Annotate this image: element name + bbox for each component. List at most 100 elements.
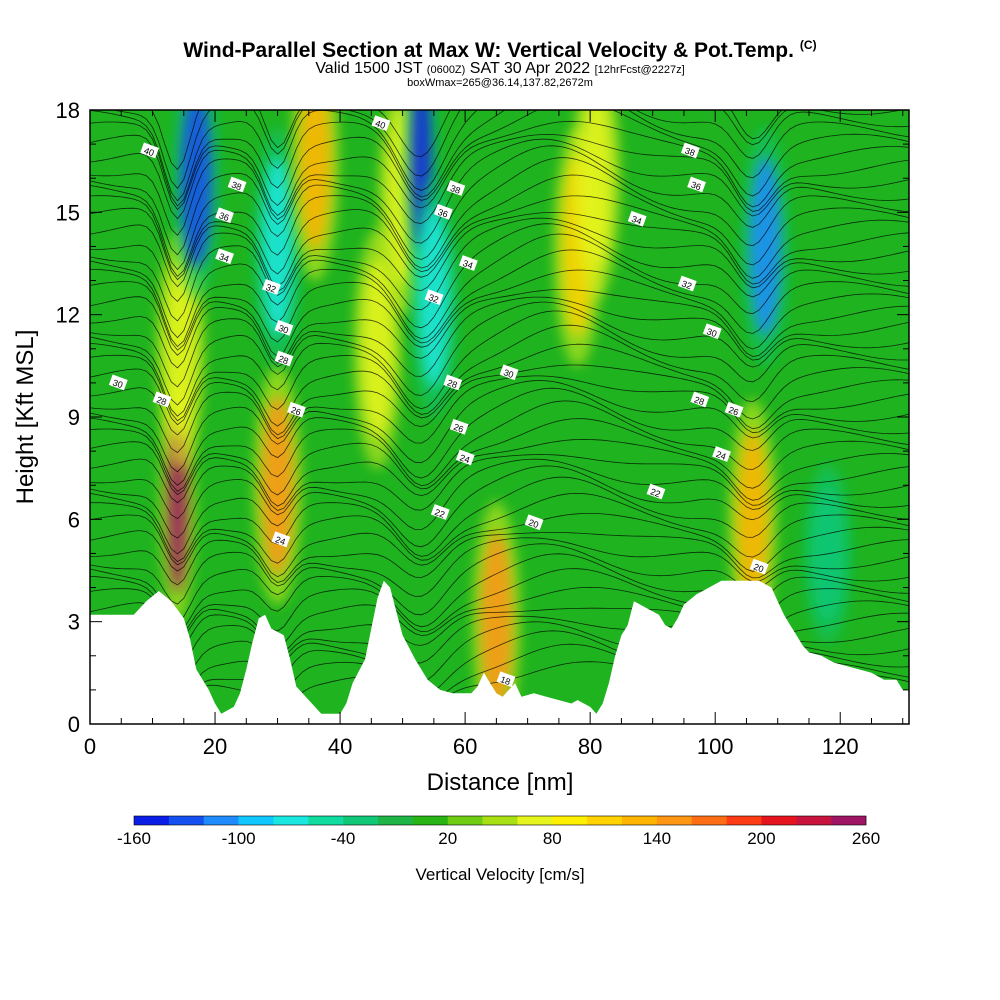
theta-label-text: 18 bbox=[499, 674, 512, 687]
colorbar-tick-label: -160 bbox=[117, 829, 151, 848]
theta-label-box bbox=[215, 207, 234, 224]
y-axis-label: Height [Kft MSL] bbox=[12, 330, 39, 505]
y-tick-label: 3 bbox=[68, 610, 80, 635]
theta-label-text: 38 bbox=[683, 145, 696, 158]
box-info: boxWmax=265@36.14,137.82,2672m bbox=[407, 77, 593, 89]
theta-label-text: 22 bbox=[433, 507, 446, 520]
theta-label: 24 bbox=[712, 446, 731, 462]
theta-label-box bbox=[443, 374, 463, 391]
theta-contour bbox=[90, 454, 909, 520]
theta-contour bbox=[90, 532, 909, 586]
theta-label-box bbox=[677, 275, 697, 292]
terrain bbox=[90, 580, 909, 724]
theta-label-box bbox=[712, 446, 731, 462]
velocity-core bbox=[261, 395, 294, 576]
theta-label-box bbox=[271, 531, 291, 548]
x-tick-label: 0 bbox=[84, 734, 96, 759]
velocity-core bbox=[164, 258, 197, 439]
valid-time: Valid 1500 JST bbox=[315, 60, 423, 77]
theta-label: 30 bbox=[108, 374, 128, 391]
theta-label-text: 32 bbox=[427, 292, 440, 305]
theta-contour bbox=[90, 233, 909, 348]
theta-label-text: 28 bbox=[446, 377, 459, 390]
forecast-info: [12hrFcst@2227z] bbox=[594, 64, 685, 76]
theta-label-text: 20 bbox=[752, 562, 765, 575]
valid-utc: (0600Z) bbox=[426, 64, 466, 76]
theta-contour bbox=[90, 110, 909, 207]
x-axis-tick-labels: 0 20 40 60 80 100 120 bbox=[84, 734, 859, 759]
colorbar-swatch bbox=[203, 816, 239, 825]
theta-label-text: 32 bbox=[265, 282, 278, 295]
theta-label-box bbox=[458, 255, 478, 271]
theta-contour bbox=[90, 145, 909, 271]
velocity-core bbox=[361, 258, 394, 439]
axis-ticks bbox=[89, 109, 909, 725]
theta-label: 34 bbox=[215, 248, 234, 265]
theta-label: 34 bbox=[458, 255, 478, 271]
theta-label-text: 30 bbox=[502, 367, 515, 380]
theta-label-text: 30 bbox=[277, 323, 290, 336]
theta-label: 26 bbox=[724, 401, 744, 418]
theta-contour bbox=[90, 223, 909, 339]
theta-contour bbox=[90, 513, 909, 578]
colorbar-swatch bbox=[273, 816, 309, 825]
theta-label: 20 bbox=[749, 558, 769, 575]
theta-contour bbox=[90, 301, 909, 406]
theta-label: 36 bbox=[433, 203, 453, 220]
theta-label: 38 bbox=[680, 142, 700, 159]
theta-label-box bbox=[215, 248, 234, 265]
theta-label-box bbox=[687, 176, 706, 193]
theta-label: 32 bbox=[424, 289, 444, 306]
theta-contour bbox=[90, 387, 909, 486]
theta-labels: 4038363432302826243028403836343228262422… bbox=[108, 115, 769, 688]
colorbar-swatch bbox=[761, 816, 797, 825]
theta-label-text: 36 bbox=[218, 210, 231, 223]
theta-contour bbox=[90, 492, 909, 566]
theta-label: 26 bbox=[449, 418, 469, 435]
colorbar-tick-labels: -160 -100 -40 20 80 140 200 260 bbox=[117, 829, 880, 848]
theta-contour bbox=[90, 476, 909, 563]
theta-label-box bbox=[227, 176, 247, 193]
theta-contour bbox=[90, 537, 909, 605]
valid-date: SAT 30 Apr 2022 bbox=[469, 60, 591, 77]
theta-label-box bbox=[627, 210, 647, 227]
theta-contour bbox=[150, 110, 783, 171]
colorbar-swatch bbox=[378, 816, 414, 825]
theta-label: 28 bbox=[274, 350, 294, 367]
theta-label-text: 26 bbox=[452, 422, 465, 435]
theta-contour bbox=[111, 110, 903, 189]
theta-contour bbox=[90, 296, 909, 388]
theta-label-text: 30 bbox=[705, 326, 718, 339]
theta-contour bbox=[90, 543, 909, 622]
theta-label-box bbox=[433, 203, 453, 220]
colorbar-tick-label: 260 bbox=[852, 829, 880, 848]
colorbar-label: Vertical Velocity [cm/s] bbox=[415, 865, 584, 884]
theta-contour bbox=[90, 120, 909, 220]
theta-contour bbox=[90, 400, 909, 492]
colorbar bbox=[133, 815, 867, 826]
theta-contour bbox=[90, 195, 909, 288]
theta-label-text: 34 bbox=[218, 251, 231, 264]
colorbar-tick-label: 80 bbox=[543, 829, 562, 848]
theta-label-text: 34 bbox=[461, 258, 474, 271]
colorbar-swatch bbox=[134, 816, 170, 825]
x-tick-label: 20 bbox=[203, 734, 227, 759]
theta-label: 34 bbox=[627, 210, 647, 227]
theta-label-box bbox=[287, 401, 306, 418]
theta-label-text: 28 bbox=[693, 394, 706, 407]
theta-label-text: 28 bbox=[155, 394, 168, 407]
theta-contour bbox=[90, 364, 909, 436]
theta-label-text: 30 bbox=[111, 377, 124, 390]
theta-label-box bbox=[749, 558, 769, 575]
theta-contour bbox=[90, 211, 909, 302]
theta-contour bbox=[90, 289, 909, 369]
theta-label: 30 bbox=[702, 323, 722, 340]
theta-label-box bbox=[496, 671, 516, 688]
x-tick-label: 60 bbox=[453, 734, 477, 759]
theta-contour bbox=[90, 375, 909, 454]
theta-label: 26 bbox=[287, 401, 306, 418]
theta-label-box bbox=[430, 504, 450, 520]
theta-label-box bbox=[446, 180, 466, 196]
y-tick-label: 6 bbox=[68, 507, 80, 532]
theta-contour bbox=[90, 465, 909, 555]
